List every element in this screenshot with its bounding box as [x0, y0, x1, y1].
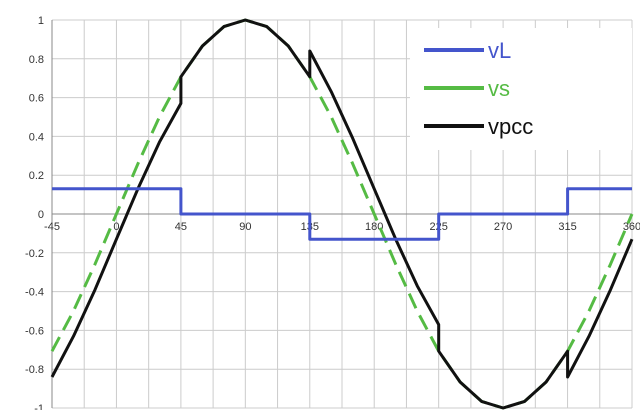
- legend-label-vpcc: vpcc: [488, 114, 533, 139]
- y-tick-label: 0.2: [29, 170, 44, 182]
- chart-series: [50, 18, 634, 410]
- legend-label-vs: vs: [488, 76, 510, 101]
- x-axis-ticks: -45 0 45 90 135 180 225 270 315 360: [44, 221, 640, 233]
- x-tick-label: 180: [365, 221, 383, 233]
- y-tick-label: 0.6: [29, 93, 44, 105]
- series-line-vL: [52, 187, 632, 241]
- x-tick-label: 45: [175, 221, 187, 233]
- x-tick-label: -45: [44, 221, 60, 233]
- series-line-vs: [50, 18, 634, 410]
- y-tick-label: -0.6: [25, 325, 44, 337]
- x-tick-label: 315: [558, 221, 576, 233]
- y-tick-label: 0.8: [29, 54, 44, 66]
- x-tick-label: 360: [623, 221, 640, 233]
- x-tick-label: 0: [113, 221, 119, 233]
- chart-legend: vL vs vpcc: [410, 28, 632, 150]
- y-tick-label: 0.4: [29, 131, 44, 143]
- legend-label-vL: vL: [488, 38, 511, 63]
- y-tick-label: -0.2: [25, 248, 44, 260]
- series-line-vpcc: [50, 18, 634, 410]
- y-axis-ticks: 1 0.8 0.6 0.4 0.2 0 -0.2 -0.4 -0.6 -0.8 -1: [25, 15, 44, 410]
- y-tick-label: -0.8: [25, 364, 44, 376]
- y-tick-label: 1: [38, 15, 44, 27]
- y-tick-label: -0.4: [25, 287, 44, 299]
- x-tick-label: 270: [494, 221, 512, 233]
- y-tick-label: -1: [34, 403, 44, 410]
- y-tick-label: 0: [38, 209, 44, 221]
- x-tick-label: 90: [239, 221, 251, 233]
